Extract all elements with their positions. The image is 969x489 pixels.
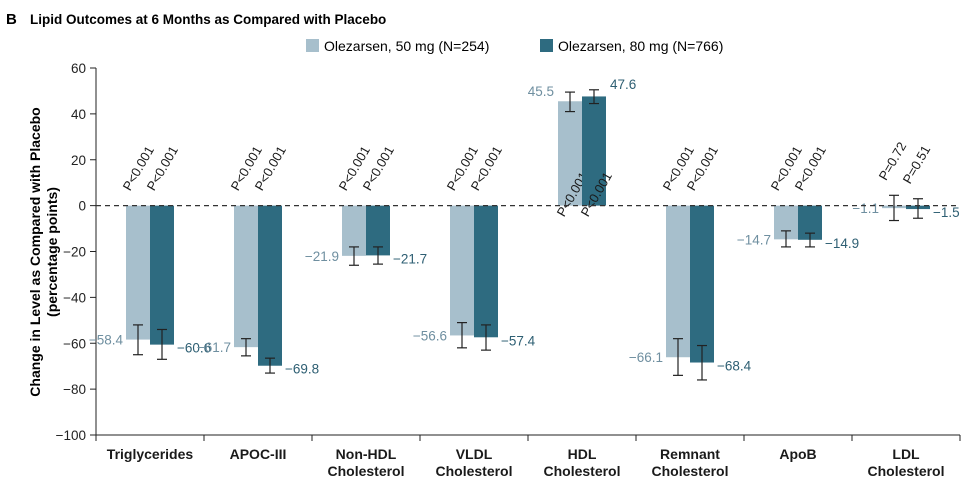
value-label: −61.7 [197, 340, 231, 355]
plot-area: 60 40 20 0 −20 −40 −60 −80 −100 Triglycerides APOC… [56, 61, 961, 479]
category-label: Cholesterol [435, 463, 512, 479]
bar-50mg [126, 205, 150, 340]
value-label: −14.7 [737, 232, 771, 247]
y-tick-label: 60 [71, 61, 86, 76]
bar-50mg [450, 205, 474, 336]
y-tick-label: 20 [71, 153, 86, 168]
value-label: −56.6 [413, 328, 447, 343]
bar-50mg [558, 101, 582, 206]
bar-80mg [150, 205, 174, 345]
category-label: VLDL [456, 446, 493, 462]
category-label: Cholesterol [651, 463, 728, 479]
value-label: −69.8 [285, 362, 319, 377]
value-label: −68.4 [717, 359, 752, 374]
category-label: Cholesterol [867, 463, 944, 479]
value-label: 47.6 [610, 77, 636, 92]
legend: Olezarsen, 50 mg (N=254) Olezarsen, 80 m… [306, 38, 723, 54]
y-tick-label: 0 [78, 199, 86, 214]
category-label: Non-HDL [336, 446, 397, 462]
value-label: −58.4 [89, 333, 124, 348]
value-label: −1.1 [852, 201, 879, 216]
category-label: ApoB [779, 446, 816, 462]
y-axis-title-line1: Change in Level as Compared with Placebo [27, 107, 43, 396]
value-label: −21.7 [393, 251, 427, 266]
value-label: −57.4 [501, 333, 536, 348]
bar-50mg [666, 205, 690, 358]
bar-80mg [582, 96, 606, 206]
category-label: HDL [568, 446, 597, 462]
y-tick-label: −80 [63, 382, 86, 397]
legend-label-50mg: Olezarsen, 50 mg (N=254) [324, 38, 489, 54]
legend-swatch-50mg [306, 39, 319, 52]
y-tick-label: −60 [63, 336, 86, 351]
value-label: 45.5 [528, 84, 554, 99]
category-label: Triglycerides [107, 446, 194, 462]
value-label: −66.1 [629, 350, 663, 365]
y-axis-title: Change in Level as Compared with Placebo… [27, 107, 60, 396]
panel-letter: B [6, 11, 17, 28]
value-label: −21.9 [305, 249, 339, 264]
chart-title: Lipid Outcomes at 6 Months as Compared w… [30, 12, 386, 27]
legend-label-80mg: Olezarsen, 80 mg (N=766) [558, 38, 723, 54]
bar-50mg [234, 205, 258, 348]
category-label: APOC-III [230, 446, 287, 462]
value-label: −1.5 [933, 205, 960, 220]
value-label: −14.9 [825, 236, 859, 251]
bar-80mg [258, 205, 282, 366]
category-label: LDL [892, 446, 920, 462]
category-label: Remnant [660, 446, 720, 462]
y-axis-title-line2: (percentage points) [44, 187, 60, 317]
y-tick-label: −40 [63, 290, 86, 305]
y-tick-label: 40 [71, 107, 86, 122]
y-tick-label: −100 [56, 428, 86, 443]
bar-80mg [474, 205, 498, 338]
category-label: Cholesterol [327, 463, 404, 479]
category-label: Cholesterol [543, 463, 620, 479]
legend-swatch-80mg [540, 39, 553, 52]
bar-80mg [690, 205, 714, 363]
y-tick-label: −20 [63, 245, 86, 260]
value-label: −60.6 [177, 341, 211, 356]
